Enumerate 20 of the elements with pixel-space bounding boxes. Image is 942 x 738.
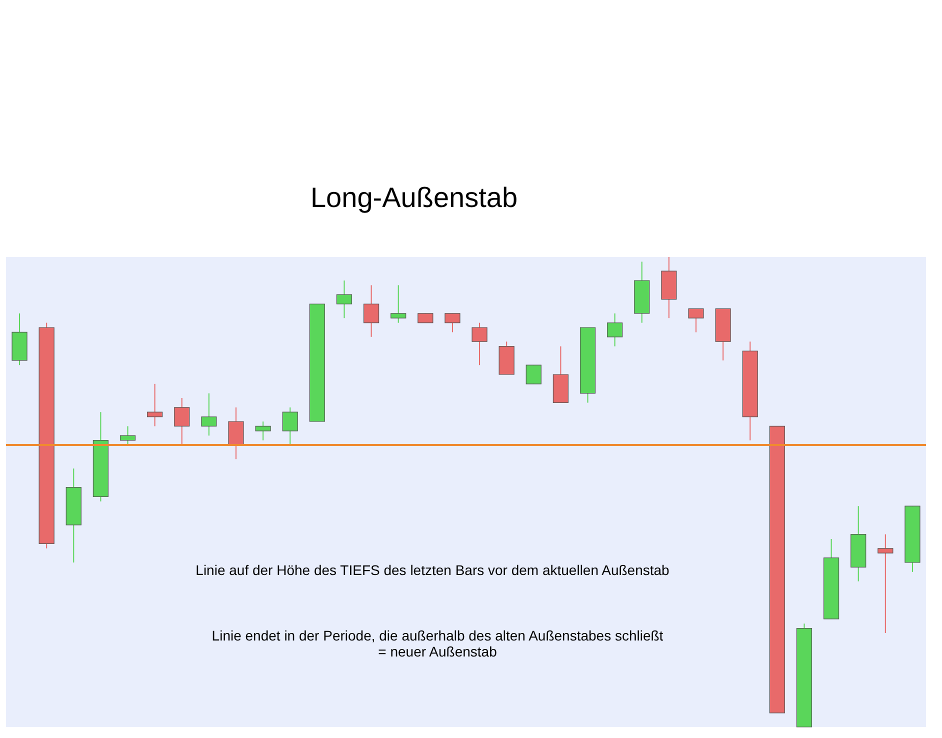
candlestick xyxy=(174,398,190,446)
candlestick xyxy=(688,308,704,333)
candlestick xyxy=(607,312,623,347)
candlestick xyxy=(120,426,136,446)
candlestick xyxy=(336,280,352,319)
candlestick xyxy=(390,284,406,324)
candlestick xyxy=(526,364,542,384)
candlestick xyxy=(228,406,244,460)
candlestick xyxy=(201,392,217,436)
annotation: Linie auf der Höhe des TIEFS des letzten Bars vor dem aktuellen Außenstab xyxy=(196,562,670,578)
annotation: Linie endet in der Periode, die außerhalb des alten Außenstabes schließt = neuer Außenstab xyxy=(212,628,664,660)
candlestick xyxy=(472,322,488,366)
candlestick xyxy=(282,406,298,446)
candlestick xyxy=(878,534,894,634)
candlestick xyxy=(418,312,434,324)
candlestick xyxy=(147,383,163,427)
candlestick xyxy=(255,421,271,441)
candlestick xyxy=(444,312,460,333)
candlestick xyxy=(363,284,380,338)
chart-title: Long-Außenstab xyxy=(310,182,518,213)
